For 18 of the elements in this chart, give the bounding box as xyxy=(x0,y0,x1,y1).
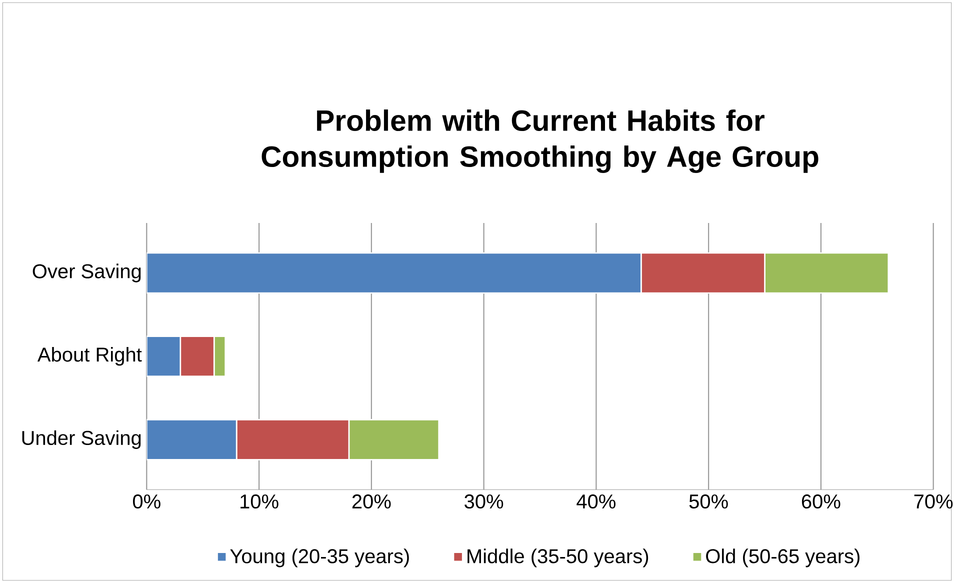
x-tick-label: 0% xyxy=(132,494,160,509)
bar xyxy=(146,419,238,460)
bar xyxy=(146,252,642,294)
x-tick-label: 30% xyxy=(464,494,504,509)
x-tick-label: 50% xyxy=(689,494,728,509)
x-tick-label: 10% xyxy=(240,494,278,509)
legend-label: Old (50-65 years) xyxy=(706,548,860,568)
bar xyxy=(146,336,182,378)
x-tick-label: 60% xyxy=(802,494,840,509)
x-tick-label: 40% xyxy=(576,494,616,509)
y-tick-label: Under Saving xyxy=(22,430,141,449)
x-tick-label: 20% xyxy=(352,494,391,509)
legend-label: Young (20-35 years) xyxy=(230,548,409,568)
y-tick-label: Over Saving xyxy=(32,264,141,282)
x-tick-label: 70% xyxy=(914,494,953,509)
legend-label: Middle (35-50 years) xyxy=(468,548,648,568)
y-tick-label: About Right xyxy=(37,347,142,366)
chart-title: Problem with Current Habits for Consumption Smoothing by Age Group xyxy=(262,109,818,173)
